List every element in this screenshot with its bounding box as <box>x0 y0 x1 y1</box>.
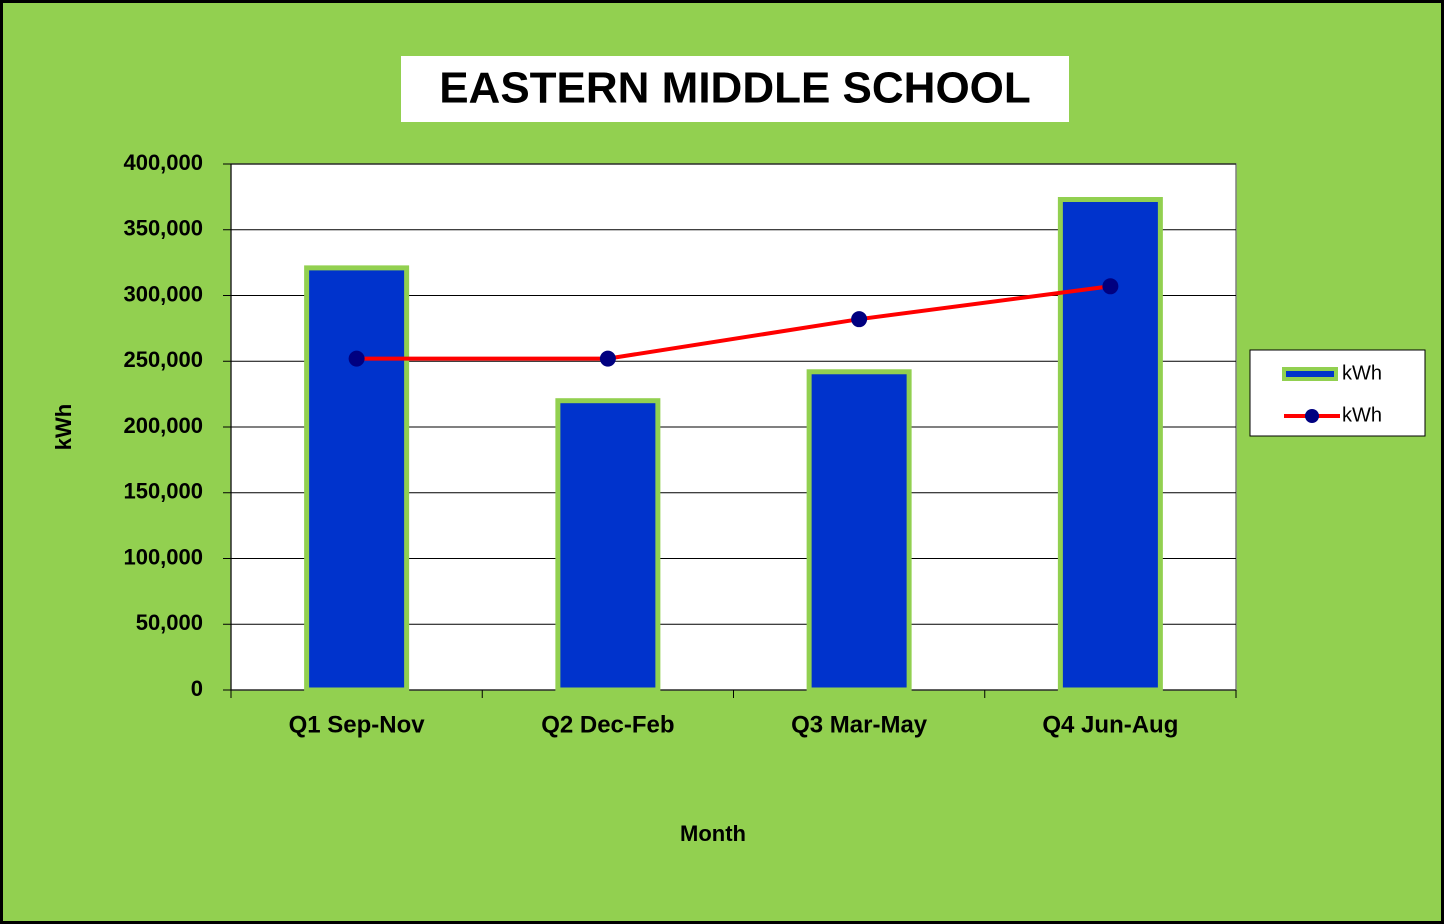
y-tick-label: 300,000 <box>123 281 203 306</box>
x-tick-label: Q1 Sep-Nov <box>289 711 426 738</box>
line-marker <box>348 350 365 367</box>
line <box>356 284 1111 361</box>
line-marker <box>599 350 616 367</box>
line-marker <box>1102 278 1119 295</box>
x-tick-label: Q2 Dec-Feb <box>541 711 674 738</box>
x-tick-label: Q4 Jun-Aug <box>1042 711 1178 738</box>
title-box <box>401 56 1069 122</box>
legend-label: kWh <box>1342 362 1382 384</box>
legend-swatch <box>1282 367 1338 381</box>
bar <box>555 398 661 693</box>
y-tick-label: 250,000 <box>123 347 203 372</box>
x-tick-label: Q3 Mar-May <box>791 711 928 738</box>
legend-label: kWh <box>1342 404 1382 426</box>
y-axis-title: kWh <box>51 404 76 450</box>
y-tick-label: 0 <box>191 676 203 701</box>
bar <box>806 369 912 693</box>
y-tick-label: 150,000 <box>123 479 203 504</box>
y-tick-label: 100,000 <box>123 544 203 569</box>
legend-box <box>1249 349 1426 437</box>
y-tick-label: 400,000 <box>123 150 203 175</box>
bar <box>304 265 410 693</box>
y-tick-label: 350,000 <box>123 216 203 241</box>
bar <box>1057 197 1163 693</box>
legend-marker <box>1305 409 1319 423</box>
line-marker <box>851 311 868 328</box>
x-axis-title: Month <box>680 821 746 846</box>
y-tick-label: 50,000 <box>136 610 203 635</box>
chart-title: EASTERN MIDDLE SCHOOL <box>439 64 1031 113</box>
y-tick-label: 200,000 <box>123 413 203 438</box>
